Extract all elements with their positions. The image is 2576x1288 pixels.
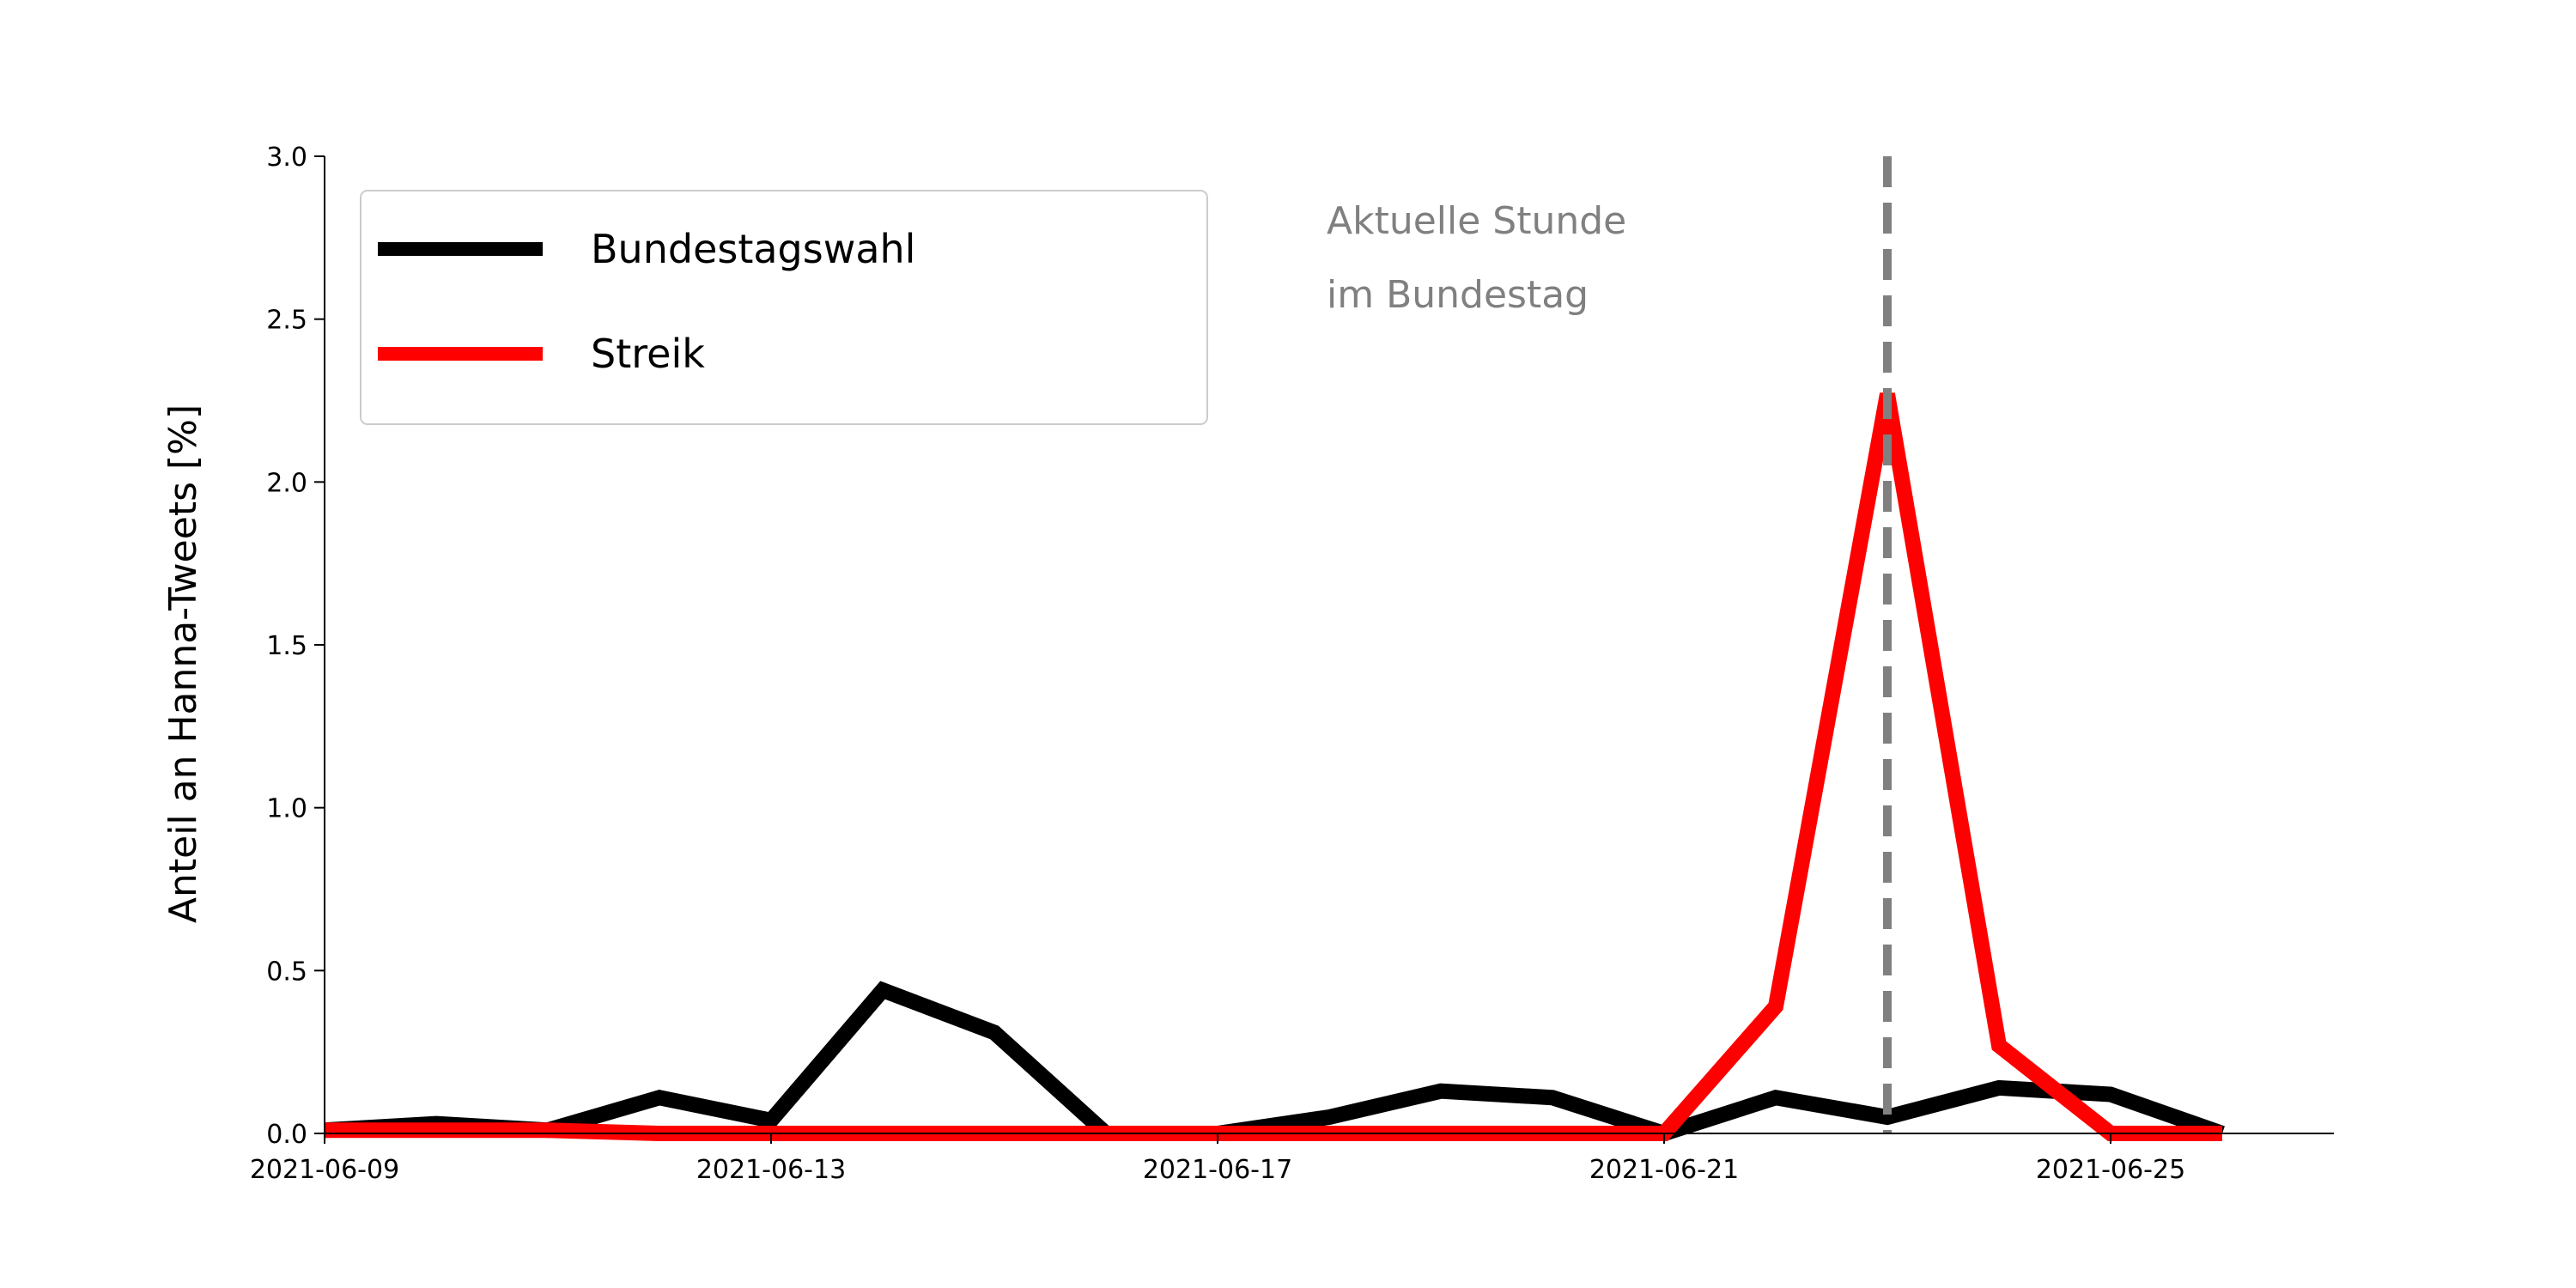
y-tick-label: 0.5 xyxy=(266,957,307,987)
legend: Bundestagswahl Streik xyxy=(360,190,1208,425)
series-line-streik xyxy=(325,392,2222,1141)
y-ticks: 0.0 0.5 1.0 1.5 2.0 2.5 3.0 xyxy=(266,143,325,1150)
y-tick-label: 0.0 xyxy=(266,1120,307,1150)
axes: 0.00.51.01.52.02.53.0 2021-06-09 2021-06-… xyxy=(161,143,2334,1185)
x-tick-label: 2021-06-17 xyxy=(1143,1155,1292,1185)
x-ticks: 2021-06-09 2021-06-13 2021-06-17 2021-06-21… xyxy=(250,1133,2185,1185)
x-tick-label: 2021-06-21 xyxy=(1589,1155,1739,1185)
legend-box xyxy=(360,190,1208,425)
y-tick-label: 3.0 xyxy=(266,143,307,173)
annotation-text-line-2: im Bundestag xyxy=(1327,273,1589,317)
y-tick-label: 1.0 xyxy=(266,794,307,824)
y-axis-label: Anteil an Hanna-Tweets [%] xyxy=(161,404,205,923)
series-line-bundestagswahl xyxy=(324,981,2225,1142)
annotation: Aktuelle Stunde im Bundestag xyxy=(1327,199,1626,317)
x-tick-label: 2021-06-09 xyxy=(250,1155,399,1185)
y-tick-label: 2.0 xyxy=(266,468,307,498)
legend-label-bundestagswahl: Bundestagswahl xyxy=(591,226,915,272)
annotation-text-line-1: Aktuelle Stunde xyxy=(1327,199,1626,243)
y-tick-label: 1.5 xyxy=(266,631,307,661)
x-tick-label: 2021-06-13 xyxy=(696,1155,846,1185)
legend-label-streik: Streik xyxy=(591,331,705,377)
y-tick-label: 2.5 xyxy=(266,306,307,336)
x-tick-label: 2021-06-25 xyxy=(2036,1155,2185,1185)
